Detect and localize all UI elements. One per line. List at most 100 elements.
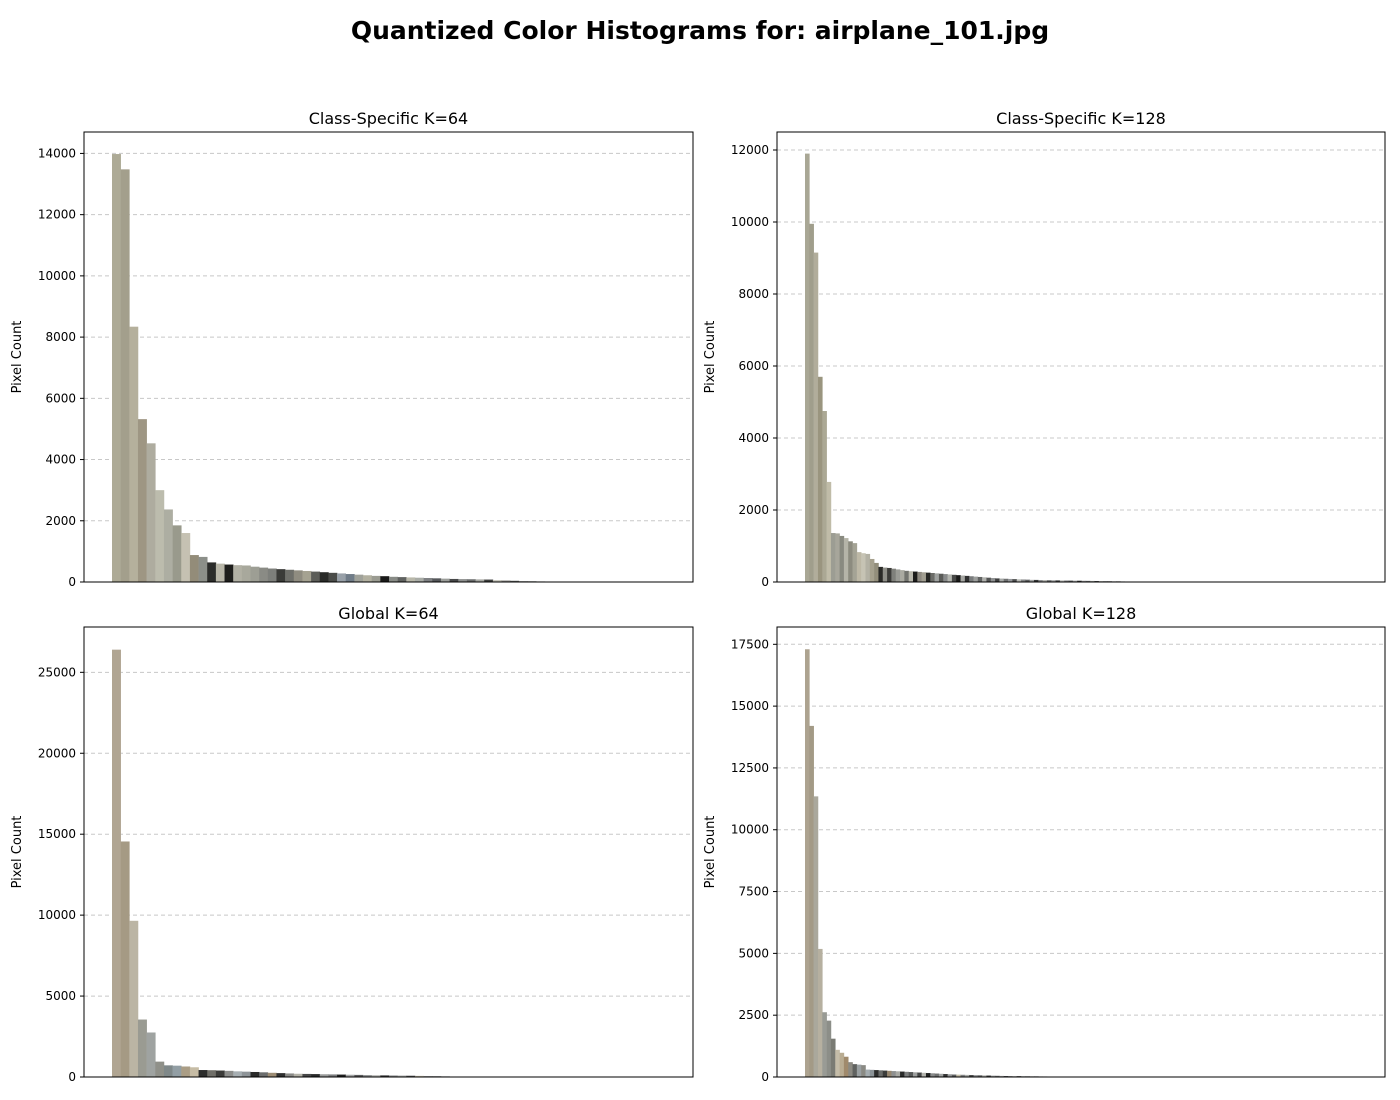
histogram-bar [835, 533, 840, 582]
histogram-bar [925, 1073, 931, 1077]
histogram-bar [882, 1070, 888, 1077]
histogram-bar [809, 223, 814, 583]
histogram-bar [302, 1073, 312, 1077]
axes-frame [776, 131, 1386, 583]
y-tick-label: 10000 [731, 823, 769, 837]
histogram-bar [982, 577, 987, 582]
histogram-bar [492, 580, 502, 582]
histogram-bar [172, 525, 182, 582]
histogram-bar [934, 573, 940, 582]
histogram-bar [1038, 580, 1043, 582]
histogram-bar [267, 1072, 277, 1077]
histogram-bar [887, 567, 892, 582]
y-tick-label: 7500 [738, 885, 769, 899]
axes-frame [83, 131, 694, 583]
histogram-bar [956, 1074, 961, 1077]
histogram-bar [276, 1073, 286, 1077]
y-axis-label: Pixel Count [703, 321, 718, 394]
y-tick-label: 2000 [738, 503, 769, 517]
histogram-bar [259, 1072, 269, 1077]
histogram-bar [969, 1075, 974, 1077]
histogram-bar [865, 553, 871, 582]
histogram-bar [380, 576, 390, 582]
histogram-bar [826, 481, 832, 582]
histogram-bar [1051, 580, 1056, 582]
histogram-bar [951, 574, 957, 582]
histogram-bar [319, 572, 329, 582]
histogram-bar [414, 1075, 424, 1077]
histogram-bar [1003, 578, 1009, 582]
histogram-bar [990, 578, 996, 582]
histogram-bar [856, 1064, 862, 1077]
y-tick-label: 12000 [38, 208, 76, 222]
y-tick-label: 0 [68, 1070, 76, 1084]
histogram-bar [319, 1074, 329, 1077]
histogram-bar [233, 1071, 243, 1077]
histogram-bar [215, 1070, 225, 1077]
histogram-bar [129, 920, 139, 1077]
y-tick-label: 8000 [738, 287, 769, 301]
histogram-bar [921, 572, 927, 582]
histogram-bar [1021, 579, 1026, 582]
chart-title: Class-Specific K=128 [996, 109, 1166, 128]
histogram-bar [345, 574, 355, 582]
histogram-bar [813, 796, 819, 1077]
histogram-bar [887, 1070, 892, 1077]
histogram-bar [207, 1070, 217, 1077]
chart-panel-4: 0 2500 5000 7500 10000 12500 15000 17500 Global … [703, 604, 1386, 1084]
histogram-bar [938, 573, 944, 582]
axes-frame [776, 626, 1386, 1078]
histogram-bar [930, 573, 935, 582]
histogram-bar [895, 1071, 901, 1077]
histogram-bar [250, 566, 260, 582]
histogram-bar [943, 1074, 948, 1077]
histogram-bar [964, 1074, 970, 1077]
histogram-bar [311, 1074, 321, 1077]
histogram-bar [809, 725, 814, 1077]
histogram-bar [822, 1012, 827, 1077]
y-axis-label: Pixel Count [10, 321, 25, 394]
histogram-bar [999, 1075, 1005, 1077]
y-tick-label: 14000 [38, 146, 76, 160]
histogram-bar [835, 1049, 840, 1077]
y-tick-label: 25000 [38, 665, 76, 679]
histogram-bar [224, 564, 234, 582]
histogram-bar [908, 571, 914, 582]
histogram-bar [354, 574, 364, 582]
histogram-bar [120, 169, 130, 583]
histogram-bar [1077, 580, 1082, 582]
histogram-bar [1016, 579, 1022, 582]
histogram-bar [363, 1075, 372, 1077]
histogram-bar [969, 576, 974, 582]
histogram-bar [826, 1020, 832, 1077]
y-tick-label: 12000 [731, 143, 769, 157]
histogram-bar [285, 569, 295, 582]
histogram-bar [943, 574, 948, 582]
histogram-bar [259, 567, 269, 582]
histogram-bar [999, 578, 1005, 582]
y-tick-label: 12500 [731, 761, 769, 775]
histogram-bar [891, 1071, 897, 1077]
histogram-bar [1029, 579, 1035, 582]
histogram-bar [925, 572, 931, 582]
histogram-bar [990, 1075, 996, 1077]
histogram-bar [856, 552, 862, 582]
histogram-bar [904, 570, 909, 582]
histogram-bar [224, 1070, 234, 1077]
histogram-bar [1046, 580, 1052, 582]
histogram-bar [241, 1071, 251, 1077]
histogram-bar [475, 579, 485, 582]
chart-panel-3: 0 5000 10000 15000 20000 25000 Global K=64 Pixe… [10, 604, 694, 1084]
histogram-bar [930, 1073, 935, 1077]
figure-title: Quantized Color Histograms for: airplane… [350, 16, 1050, 45]
histogram-bar [371, 1075, 381, 1077]
histogram-bar [852, 543, 858, 582]
histogram-bar [921, 1072, 927, 1077]
histogram-bar [869, 558, 875, 582]
histogram-bar [995, 578, 1000, 582]
histogram-bar [934, 1073, 940, 1077]
histogram-bar [198, 556, 208, 582]
histogram-bar [938, 1073, 944, 1077]
histogram-bar [466, 579, 476, 582]
y-tick-label: 4000 [45, 453, 76, 467]
